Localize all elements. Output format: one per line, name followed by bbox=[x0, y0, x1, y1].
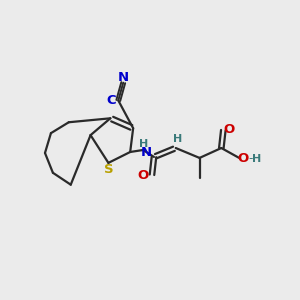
Text: N: N bbox=[118, 71, 129, 84]
Text: -: - bbox=[249, 152, 253, 165]
Text: S: S bbox=[103, 163, 113, 176]
Text: H: H bbox=[173, 134, 182, 144]
Text: O: O bbox=[137, 169, 149, 182]
Text: H: H bbox=[140, 139, 149, 149]
Text: O: O bbox=[238, 152, 249, 165]
Text: H: H bbox=[252, 154, 262, 164]
Text: O: O bbox=[224, 123, 235, 136]
Text: N: N bbox=[140, 146, 152, 160]
Text: C: C bbox=[106, 94, 116, 107]
